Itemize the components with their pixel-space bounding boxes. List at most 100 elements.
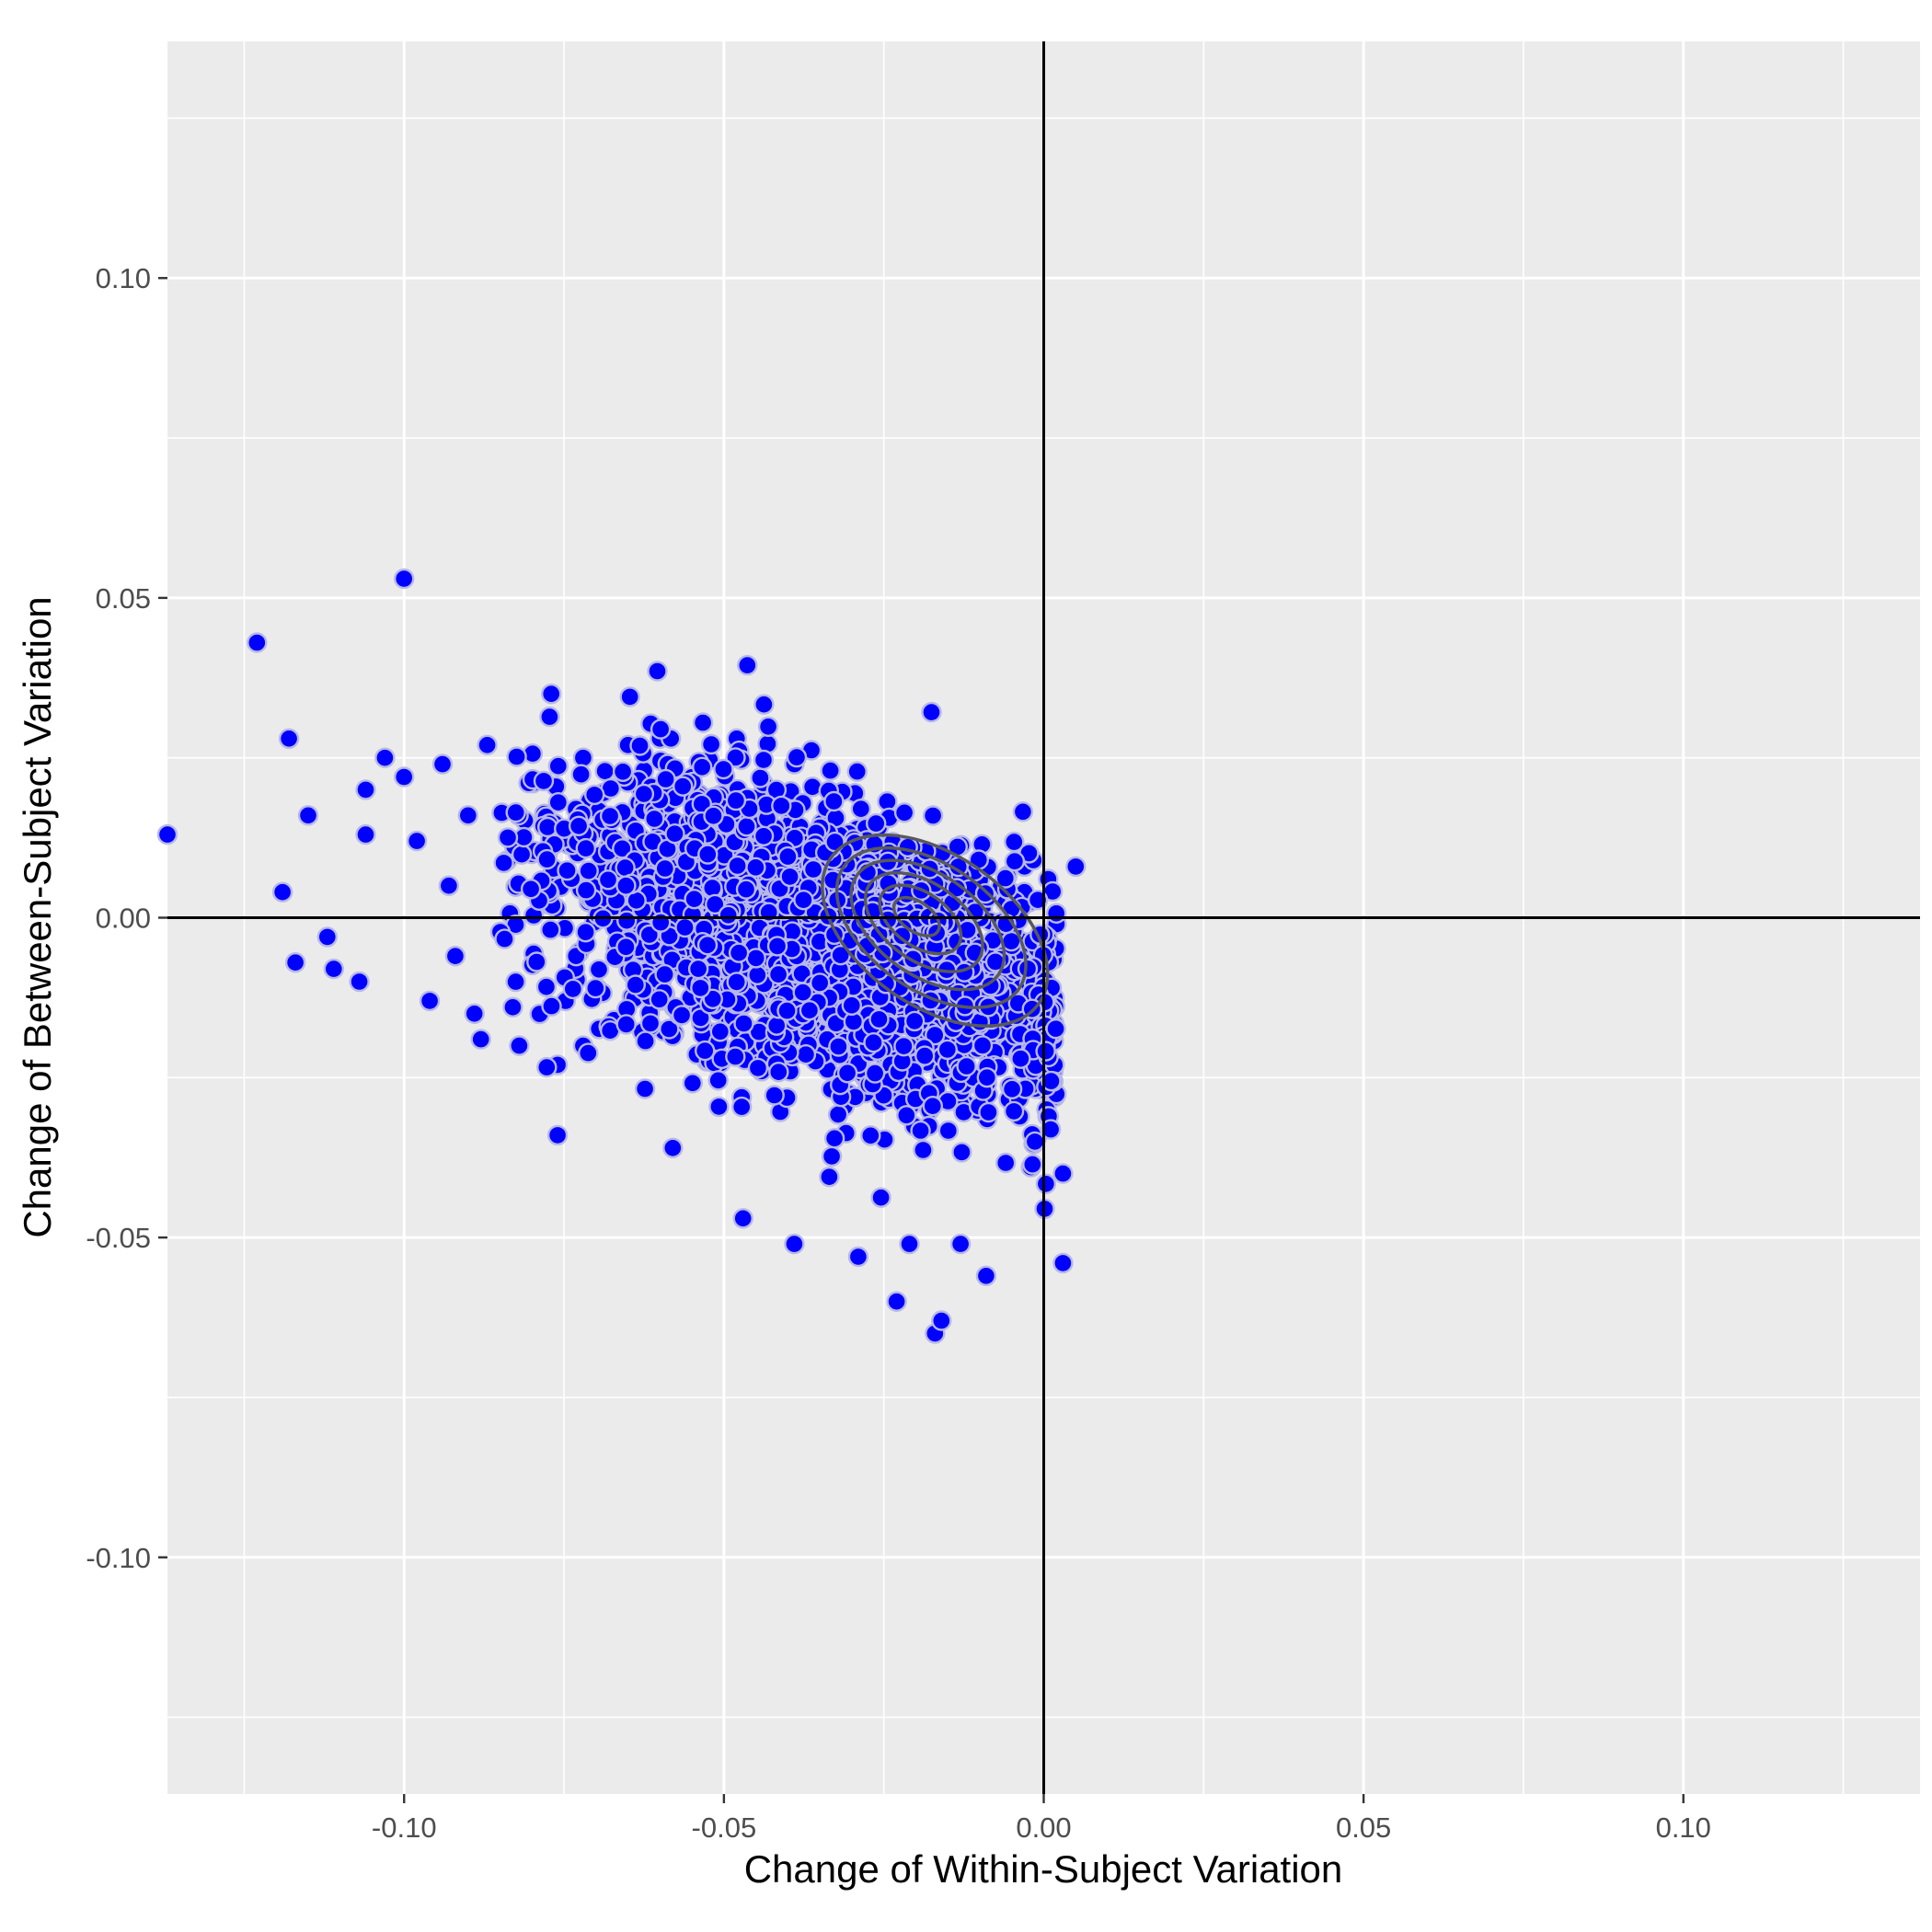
data-point [899,1233,920,1255]
y-tick-label: 0.05 [96,582,151,615]
data-point [506,746,527,767]
data-point [616,910,638,931]
data-point [477,734,498,755]
data-point [886,1291,907,1312]
data-point [692,712,714,733]
x-tick-label: -0.05 [692,1811,757,1844]
data-point [735,879,757,900]
y-axis-ticks: -0.10 -0.05 0.00 0.05 0.10 [86,262,167,1574]
data-point [707,1070,729,1091]
data-point [578,860,599,881]
data-point [494,928,515,949]
data-point [836,1063,858,1084]
data-point [799,999,821,1021]
data-point [575,837,596,859]
data-point [1024,1131,1046,1153]
data-point [497,827,519,848]
data-point [650,912,672,933]
data-point [703,805,724,826]
data-point [768,1061,789,1083]
data-point [1035,1173,1057,1195]
data-point [736,816,757,837]
data-point [1017,958,1039,980]
data-point [597,869,619,891]
data-point [284,951,306,973]
data-point [419,990,441,1012]
data-point [585,977,606,999]
data-point [695,1040,716,1062]
data-point [1001,1078,1023,1100]
data-point [903,1010,926,1032]
data-point [1065,856,1087,878]
data-point [978,1101,999,1123]
data-point [540,919,561,940]
data-point [511,844,533,865]
data-point [931,1310,952,1331]
data-point [557,860,578,881]
data-point [546,1124,569,1146]
data-point [1004,831,1025,853]
data-point [278,728,300,749]
data-point [505,971,526,993]
x-tick-label: 0.10 [1656,1811,1711,1844]
data-point [868,1008,890,1030]
data-point [725,1046,746,1067]
data-point [633,783,655,805]
data-point [541,995,562,1017]
data-point [731,1096,753,1118]
data-point [470,1029,491,1050]
data-point [737,654,758,676]
data-point [728,942,750,963]
data-point [893,802,915,823]
data-point [951,1142,972,1163]
data-point [700,733,722,755]
data-point [612,761,634,782]
data-point [394,766,415,788]
data-point [547,755,569,776]
data-point [823,790,845,812]
data-point [297,805,319,826]
data-point [921,701,942,723]
data-point [850,799,871,820]
x-tick-label: -0.10 [372,1811,437,1844]
data-point [776,1000,798,1021]
data-point [536,848,558,870]
data-point [664,823,685,845]
data-point [750,767,771,788]
data-point [634,1078,656,1099]
x-tick-label: 0.00 [1016,1811,1071,1844]
data-point [649,989,670,1010]
density-contour-line [891,895,941,937]
data-point [1052,1252,1074,1274]
data-point [995,1152,1017,1174]
data-point [771,795,792,817]
data-point [897,836,918,857]
data-point [349,971,370,993]
density-contour-line [849,858,1006,992]
data-point [444,945,466,967]
data-point [976,1066,998,1088]
data-point [1045,1018,1066,1040]
data-point [914,1045,936,1066]
density-contours [821,833,1050,1028]
data-point [659,1018,680,1040]
data-point [547,792,569,813]
data-point [957,919,978,941]
data-point [536,1056,558,1078]
data-point [655,768,676,790]
data-point [802,858,824,880]
data-point [539,706,560,728]
data-point [323,958,344,980]
data-point [690,977,711,999]
data-point [745,948,766,969]
data-point [394,568,415,590]
data-point [709,1021,730,1042]
data-point [745,857,766,878]
data-point [639,1013,661,1034]
data-point [779,866,800,888]
data-point [464,1003,485,1025]
data-point [878,873,899,894]
density-contour-line [834,845,1028,1009]
data-point [650,719,672,740]
density-contour-line [821,833,1050,1028]
